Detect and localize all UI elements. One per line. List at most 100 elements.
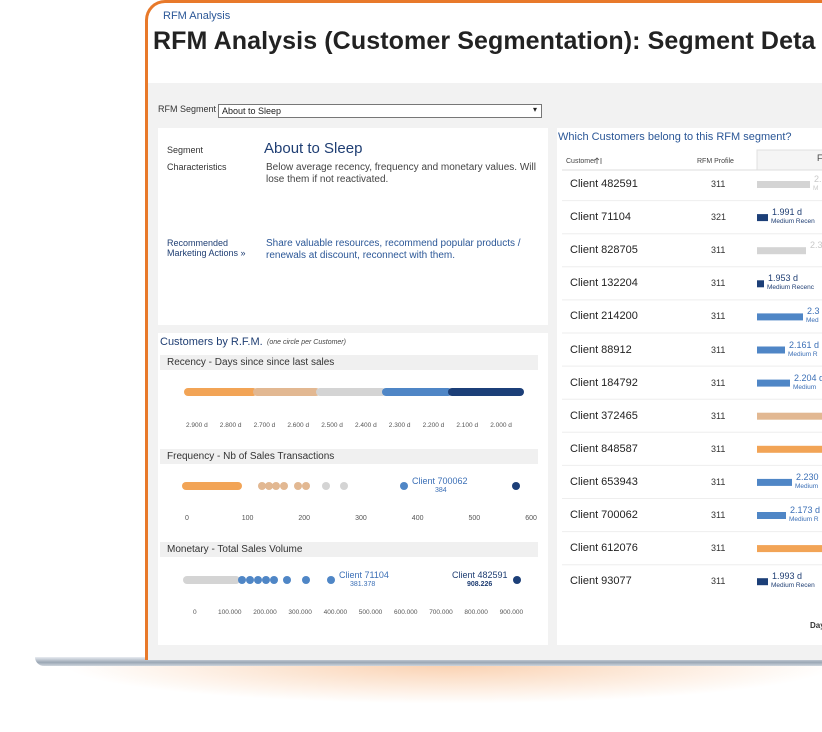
- axis-tick-label: 2.300 d: [388, 422, 411, 429]
- axis-tick-label: 2.800 d: [219, 422, 242, 429]
- annotation-value: 381.378: [350, 581, 376, 588]
- actions-text: Share valuable resources, recommend popu…: [266, 238, 521, 261]
- bar-label: 2.161 d: [789, 339, 820, 350]
- bar-sublabel: Medium Recen: [771, 218, 815, 226]
- recency-bar: [757, 478, 792, 486]
- bar-sublabel: M: [813, 185, 819, 192]
- axis-tick-label: 200.000: [253, 609, 277, 616]
- axis-tick-label: 2.200 d: [422, 422, 445, 429]
- annotation-value: 908.226: [467, 581, 493, 588]
- section-title: Monetary - Total Sales Volume: [167, 544, 303, 555]
- customer-dot: [294, 482, 302, 490]
- column-header[interactable]: Customer: [566, 158, 597, 165]
- axis-tick-label: 100.000: [218, 609, 242, 616]
- axis-tick-label: 0: [185, 515, 189, 522]
- customer-name: Client 132204: [570, 277, 638, 290]
- rfm-profile: 311: [711, 311, 726, 322]
- rfm-title: Customers by R.F.M.: [160, 336, 263, 348]
- filter-select[interactable]: About to Sleep: [218, 104, 542, 118]
- customer-dot: [280, 482, 288, 490]
- recency-bar: [757, 214, 768, 222]
- axis-tick-label: 300.000: [288, 609, 312, 616]
- axis-tick-label: 500.000: [358, 609, 383, 616]
- customer-name: Client 372465: [570, 409, 638, 422]
- recency-bar: [757, 313, 803, 321]
- annotation-value: 384: [435, 487, 447, 494]
- device-base: [35, 657, 822, 666]
- axis-tick-label: 0: [193, 609, 197, 616]
- customer-name: Client 482591: [570, 178, 638, 190]
- customer-dot: [327, 576, 335, 584]
- bar-sublabel: Med: [806, 317, 819, 325]
- section-band: [160, 355, 538, 370]
- customer-name: Client 828705: [570, 244, 638, 257]
- bar-label: 2.230: [796, 471, 819, 482]
- section-band: [160, 449, 538, 464]
- customer-dot: [262, 576, 270, 584]
- customer-dot: [322, 482, 330, 490]
- customer-dot: [258, 482, 266, 490]
- bar-label: 2.: [814, 174, 822, 184]
- bar-sublabel: Medium: [793, 383, 817, 391]
- recency-bar: [757, 412, 822, 420]
- axis-tick-label: 2.900 d: [186, 422, 208, 429]
- characteristics-text: Below average recency, frequency and mon…: [266, 162, 536, 185]
- bar-sublabel: Medium Recenc: [767, 284, 814, 292]
- bar-label: 1.953 d: [768, 273, 799, 284]
- axis-tick-label: 700.000: [429, 609, 453, 616]
- rfm-profile: 311: [711, 510, 726, 520]
- axis-tick-label: 100: [241, 515, 254, 522]
- annotation-label: Client 700062: [412, 476, 468, 486]
- customer-name: Client 612076: [570, 542, 638, 555]
- axis-title: Day: [810, 621, 822, 630]
- section-title: Frequency - Nb of Sales Transactions: [167, 451, 335, 462]
- axis-tick-label: 300: [355, 515, 367, 522]
- axis-tick-label: 900.000: [499, 609, 524, 616]
- segment-label: Segment: [167, 145, 204, 155]
- customer-dot: [400, 482, 408, 490]
- annotation-label: Client 482591: [452, 570, 508, 580]
- recency-bar: [757, 578, 768, 586]
- breadcrumb[interactable]: RFM Analysis: [163, 10, 231, 22]
- axis-tick-label: 2.500 d: [321, 422, 343, 429]
- bar-sublabel: Medium Recen: [771, 582, 815, 590]
- column-header[interactable]: RFM Profile: [697, 158, 734, 165]
- section-title: Recency - Days since since last sales: [167, 357, 335, 368]
- axis-tick-label: 400: [411, 515, 424, 522]
- customer-dot: [513, 576, 521, 584]
- recency-bar: [757, 346, 785, 354]
- customer-dot: [246, 576, 254, 584]
- customer-dot: [302, 482, 310, 490]
- column-header[interactable]: F: [817, 153, 822, 163]
- filter-label: RFM Segment: [158, 104, 217, 114]
- customer-name: Client 700062: [570, 509, 638, 521]
- customer-dot: [512, 482, 520, 490]
- page-title: RFM Analysis (Customer Segmentation): Se…: [153, 27, 816, 55]
- dropdown-arrow[interactable]: ▾: [533, 105, 538, 114]
- recency-bar: [757, 181, 810, 188]
- annotation-label: Client 71104: [339, 570, 389, 580]
- recency-bar: [757, 545, 822, 553]
- sort-icon: [594, 157, 602, 164]
- rfm-profile: 311: [711, 344, 726, 355]
- rfm-profile: 311: [711, 576, 726, 587]
- customer-name: Client 88912: [570, 343, 632, 356]
- bar-label: 2.3: [807, 306, 820, 317]
- rfm-profile: 321: [711, 212, 727, 223]
- customer-name: Client 93077: [570, 575, 632, 588]
- customer-dot: [254, 576, 262, 584]
- axis-tick-label: 2.700 d: [253, 422, 276, 429]
- axis-tick-label: 200: [298, 515, 311, 522]
- rfm-profile: 311: [711, 476, 726, 487]
- bar-sublabel: Medium R: [789, 516, 819, 523]
- customer-dot: [272, 482, 280, 490]
- customer-name: Client 71104: [570, 211, 631, 224]
- customer-dot: [302, 576, 310, 584]
- actions-label: Recommended Marketing Actions »: [167, 238, 246, 259]
- axis-tick-label: 600.000: [394, 609, 418, 616]
- bar-label: 1.993 d: [772, 571, 803, 582]
